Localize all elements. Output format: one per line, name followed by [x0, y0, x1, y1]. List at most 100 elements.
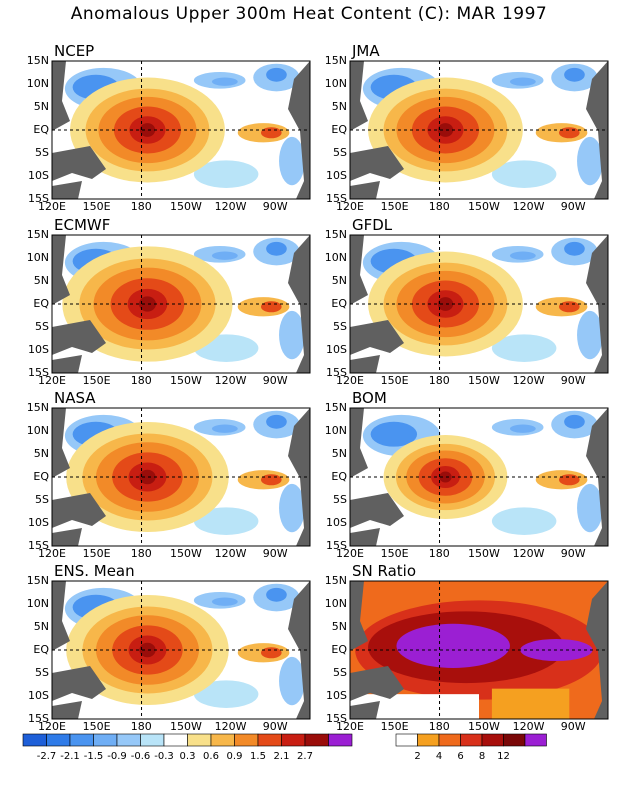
lat-tick-label: 10N	[26, 77, 49, 90]
sn-contour	[491, 688, 570, 719]
lat-tick-label: 15N	[324, 401, 347, 414]
lon-tick-label: 150W	[169, 374, 202, 387]
colorbar-svg	[395, 733, 547, 747]
lat-tick-label: 5N	[33, 100, 49, 113]
landmass-new-guinea	[350, 146, 404, 181]
lon-tick-label: 120E	[38, 547, 66, 560]
lon-tick-label: 90W	[262, 720, 288, 733]
lon-tick-label: 150W	[169, 547, 202, 560]
colorbar-swatch	[281, 733, 306, 747]
lat-tick-label: 10N	[324, 597, 347, 610]
lon-tick-label: 90W	[560, 720, 586, 733]
cool-anomaly-patch	[211, 77, 238, 86]
lat-tick-label: 5S	[333, 666, 347, 679]
cool-anomaly-patch	[491, 507, 557, 535]
panel-sn-ratio: SN Ratio 15N 10N 5N EQ 5S 10S 15S 120E 150E 180 15…	[325, 562, 618, 734]
lon-tick-label: 180	[130, 547, 152, 560]
map-frame	[349, 407, 609, 547]
colorbar-swatch	[417, 733, 440, 747]
landmass-asia	[350, 581, 368, 651]
sn-contour	[396, 623, 510, 668]
cool-anomaly-patch	[577, 310, 603, 360]
lat-tick-label: 5S	[333, 146, 347, 159]
warm-anomaly-contour	[138, 296, 156, 312]
landmass-new-guinea	[350, 666, 404, 701]
lat-tick-label: 15S	[28, 366, 49, 379]
lon-tick-label: 150E	[380, 374, 409, 387]
lon-tick-label: 150W	[467, 200, 500, 213]
lat-tick-label: EQ	[331, 123, 347, 136]
map-layers	[52, 581, 310, 719]
colorbar-swatch	[187, 733, 212, 747]
lat-tick-label: 5S	[35, 146, 49, 159]
landmass-australia	[350, 528, 380, 546]
cool-anomaly-patch	[279, 310, 305, 360]
warm-anomaly-contour	[139, 642, 156, 658]
colorbar-label: 2	[414, 751, 421, 762]
map-frame	[51, 407, 311, 547]
lat-tick-label: EQ	[331, 643, 347, 656]
lat-tick-label: 5N	[33, 447, 49, 460]
lat-tick-label: 15S	[326, 712, 347, 725]
lat-tick-label: 5N	[331, 100, 347, 113]
panel-ens-mean: ENS. Mean 15N 10N 5N EQ 5S 10S 15S 120E 150E 180 1…	[27, 562, 344, 734]
cool-anomaly-patch	[509, 424, 536, 433]
cool-anomaly-patch	[193, 160, 259, 188]
warm-anomaly-contour	[139, 123, 156, 137]
colorbar-label: -0.6	[130, 751, 151, 762]
lat-tick-label: 15N	[324, 54, 347, 67]
cool-anomaly-patch	[279, 656, 305, 706]
lat-tick-label: 10S	[326, 689, 347, 702]
panel-gfdl: GFDL 15N 10N 5N EQ 5S 10S 15S 120E 150E 180 150W 12…	[325, 216, 618, 388]
warm-anomaly-contour	[437, 123, 454, 137]
lon-tick-label: 90W	[262, 374, 288, 387]
colorbar-swatch	[22, 733, 47, 747]
landmass-australia	[52, 181, 82, 199]
map-svg	[51, 407, 311, 547]
lon-tick-label: 150E	[380, 720, 409, 733]
landmass-asia	[52, 408, 70, 478]
colorbar-swatch	[503, 733, 526, 747]
lat-tick-label: EQ	[33, 123, 49, 136]
panel-title: NASA	[54, 389, 96, 407]
lat-tick-label: 15N	[324, 228, 347, 241]
colorbar-label: 2.7	[297, 751, 313, 762]
colorbar-swatch	[481, 733, 504, 747]
map-frame	[349, 234, 609, 374]
map-frame	[51, 60, 311, 200]
lat-tick-label: 10N	[324, 251, 347, 264]
lon-tick-label: 90W	[560, 547, 586, 560]
lon-tick-label: 120E	[38, 720, 66, 733]
lat-tick-label: EQ	[331, 470, 347, 483]
landmass-new-guinea	[350, 493, 404, 528]
lon-tick-label: 120W	[214, 200, 247, 213]
panel-nasa: NASA 15N 10N 5N EQ 5S 10S 15S 120E 150E 180 150W 12…	[27, 389, 344, 561]
warm-anomaly-contour	[260, 474, 282, 486]
map-layers	[350, 581, 608, 719]
lon-tick-label: 150E	[82, 720, 111, 733]
landmass-new-guinea	[350, 320, 404, 355]
lon-tick-label: 150W	[467, 720, 500, 733]
lat-tick-label: 5S	[35, 666, 49, 679]
lon-tick-label: 150W	[169, 200, 202, 213]
map-svg	[349, 60, 609, 200]
panel-ncep: NCEP 15N 10N 5N EQ 5S 10S 15S 120E 150E 180 150W 12…	[27, 42, 344, 214]
cool-anomaly-patch	[509, 77, 536, 86]
lat-tick-label: 10S	[326, 169, 347, 182]
map-svg	[349, 580, 609, 720]
cool-anomaly-patch	[577, 483, 603, 533]
lon-tick-label: 90W	[560, 374, 586, 387]
lat-tick-label: 10N	[26, 251, 49, 264]
landmass-americas	[288, 581, 310, 719]
cool-anomaly-patch	[266, 241, 287, 256]
lon-tick-label: 150W	[467, 374, 500, 387]
lat-tick-label: 15S	[326, 366, 347, 379]
map-svg	[51, 580, 311, 720]
warm-anomaly-contour	[139, 469, 156, 485]
panel-title: ENS. Mean	[54, 562, 135, 580]
cool-anomaly-patch	[279, 136, 305, 186]
cool-anomaly-patch	[564, 414, 585, 429]
colorbar-label: 0.9	[226, 751, 243, 762]
lat-tick-label: 15N	[26, 54, 49, 67]
lat-tick-label: 15S	[28, 712, 49, 725]
